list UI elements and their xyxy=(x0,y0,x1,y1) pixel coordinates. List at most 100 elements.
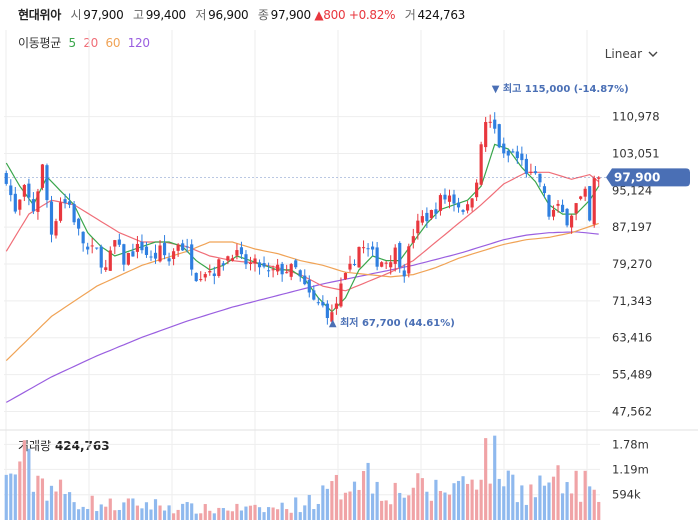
volume-bar xyxy=(18,461,22,520)
candle-body xyxy=(9,185,13,196)
candle-body xyxy=(266,270,271,272)
header: 현대위아 시 97,900 고 99,400 저 96,900 종 97,900 ▲80… xyxy=(18,6,465,23)
candle-body xyxy=(321,302,325,306)
candle-body xyxy=(592,178,596,225)
candle-body xyxy=(18,199,22,210)
candle-body xyxy=(411,236,415,243)
candle-body xyxy=(461,210,465,212)
volume-bar xyxy=(95,511,99,520)
volume-bar xyxy=(257,507,262,520)
volume-tick-label: 1.78m xyxy=(612,437,649,451)
candle-body xyxy=(484,122,488,148)
volume-bar xyxy=(334,474,339,520)
candle-body xyxy=(375,247,379,267)
volume-bar xyxy=(524,504,528,520)
candle-body xyxy=(108,250,112,271)
candle-body xyxy=(190,244,194,270)
volume-bar xyxy=(597,501,601,520)
volume-bar xyxy=(27,448,31,520)
price-tick-label: 63,416 xyxy=(612,331,652,345)
candle-body xyxy=(181,243,185,251)
candle-body xyxy=(502,143,506,154)
candle-body xyxy=(285,272,289,274)
candle-body xyxy=(307,279,311,293)
volume-bar xyxy=(117,509,121,520)
candle-body xyxy=(330,312,334,322)
ma-legend-title: 이동평균 xyxy=(18,36,61,50)
candle-body xyxy=(167,258,171,262)
volume-bar xyxy=(54,491,58,520)
volume-bar xyxy=(217,507,221,520)
volume-bar xyxy=(529,484,533,520)
volume-bar xyxy=(330,481,334,520)
volume-bar xyxy=(162,510,167,520)
volume-bar xyxy=(565,482,569,520)
volume-bar xyxy=(285,509,289,520)
candle-body xyxy=(371,246,375,250)
ma-5-label[interactable]: 5 xyxy=(68,36,76,50)
ma-60-label[interactable]: 60 xyxy=(105,36,121,50)
volume-bar xyxy=(443,492,447,520)
low-annotation: ▲ 최저 67,700 (44.61%) xyxy=(329,316,455,329)
volume-bar xyxy=(212,513,216,520)
candle-body xyxy=(63,199,67,204)
candle-body xyxy=(294,260,298,268)
candle-body xyxy=(452,194,456,204)
volume-tick-label: 1.19m xyxy=(612,462,649,476)
volume-bar xyxy=(203,504,207,520)
volume-bar xyxy=(551,476,556,520)
candle-body xyxy=(262,263,266,267)
candle-body xyxy=(90,245,94,247)
candle-body xyxy=(244,254,248,265)
volume-bar xyxy=(425,491,429,520)
volume-bar xyxy=(339,499,343,520)
volume-bar xyxy=(266,507,271,520)
volume-bar xyxy=(49,485,54,520)
candle-body xyxy=(533,171,538,174)
volume-bar xyxy=(502,486,506,520)
chevron-down-icon xyxy=(648,51,658,57)
candle-body xyxy=(316,302,320,304)
candle-body xyxy=(357,246,361,268)
candle-body xyxy=(556,203,560,206)
candle-body xyxy=(570,215,574,228)
candle-body xyxy=(135,243,140,252)
candle-body xyxy=(86,246,90,250)
volume-bar xyxy=(126,498,130,520)
candle-body xyxy=(194,272,198,282)
scale-selector[interactable]: Linear xyxy=(605,47,658,61)
volume-bar xyxy=(348,491,352,520)
high-label: 고 xyxy=(132,8,144,22)
volume-bar xyxy=(538,475,542,520)
volume-bar xyxy=(325,488,329,520)
volume-bar xyxy=(366,462,370,520)
volume-legend-value: 424,763 xyxy=(54,439,110,453)
candle-body xyxy=(497,124,501,148)
change-value: ▲800 xyxy=(314,8,346,22)
candle-body xyxy=(212,273,216,277)
price-tick-label: 79,270 xyxy=(612,257,652,271)
candle-body xyxy=(280,263,284,275)
volume-bar xyxy=(402,497,406,520)
candle-body xyxy=(456,202,461,208)
candle-body xyxy=(113,240,117,247)
ma-20-label[interactable]: 20 xyxy=(83,36,99,50)
volume-bar xyxy=(153,499,158,520)
candle-body xyxy=(479,144,483,185)
candle-body xyxy=(583,188,587,197)
candle-body xyxy=(31,199,35,212)
candle-body xyxy=(574,203,578,214)
low-value: 96,900 xyxy=(208,8,249,22)
volume-bar xyxy=(199,513,203,520)
volume-bar xyxy=(36,475,40,520)
volume-bar xyxy=(226,510,230,520)
volume-bar xyxy=(221,508,225,520)
volume-bar xyxy=(434,479,438,520)
current-price-label: 97,900 xyxy=(614,170,660,184)
volume-bar xyxy=(280,502,284,520)
candle-body xyxy=(343,272,348,280)
volume-bar xyxy=(77,509,81,520)
candle-body xyxy=(429,210,433,219)
ma-120-label[interactable]: 120 xyxy=(127,36,150,50)
